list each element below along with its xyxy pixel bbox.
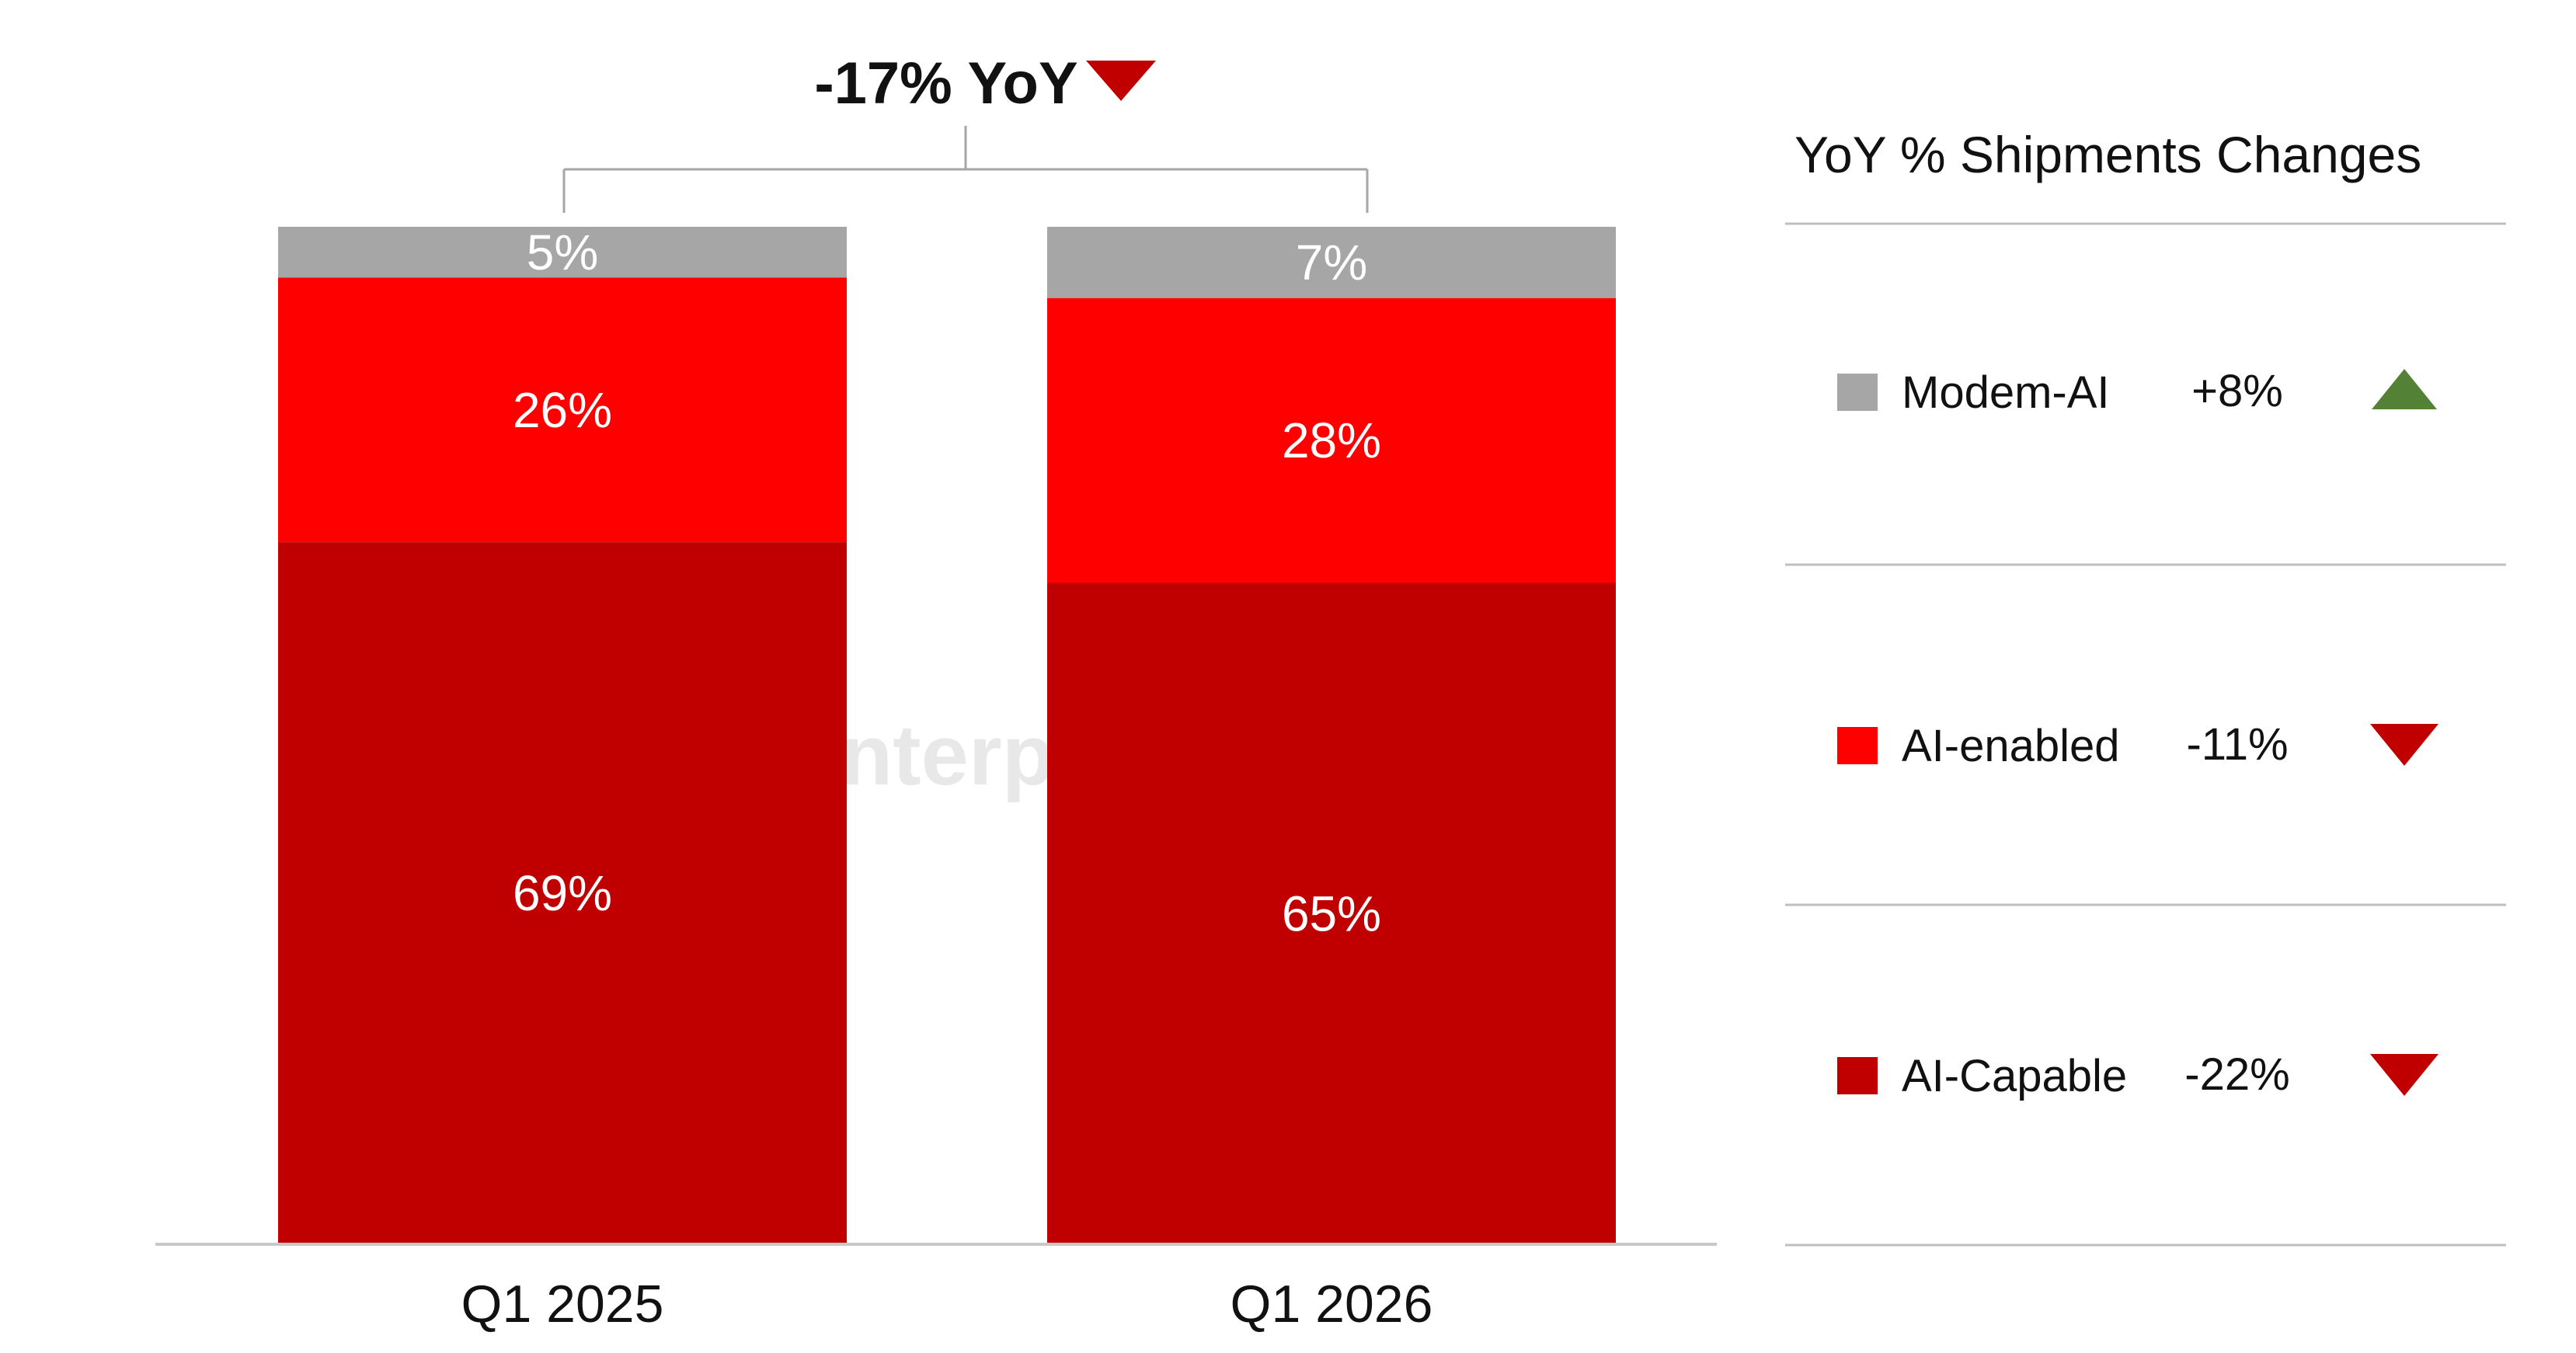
down-arrow-icon bbox=[1086, 61, 1156, 101]
legend-swatch-ai-capable bbox=[1837, 1057, 1878, 1094]
up-arrow-icon bbox=[2372, 369, 2437, 409]
data-label-ai-capable: 65% bbox=[1282, 885, 1381, 941]
bar-segment-ai-enabled bbox=[278, 277, 847, 543]
legend-swatch-ai-enabled bbox=[1837, 727, 1878, 764]
data-label-ai-enabled: 26% bbox=[513, 382, 612, 438]
legend-label-ai-enabled: AI-enabled bbox=[1902, 721, 2120, 771]
bars-layer: 69% 26% 5% 65% 28% 7% bbox=[278, 224, 1616, 1244]
bar-segment-ai-capable bbox=[1047, 583, 1616, 1244]
data-label-modem-ai: 7% bbox=[1296, 235, 1368, 290]
legend-change-ai-enabled: -11% bbox=[2186, 719, 2288, 770]
bar-segment-modem-ai bbox=[1047, 227, 1616, 298]
legend-change-modem-ai: +8% bbox=[2191, 366, 2283, 416]
bar-segment-ai-capable bbox=[278, 542, 847, 1244]
x-tick-label: Q1 2025 bbox=[461, 1275, 664, 1334]
data-label-ai-enabled: 28% bbox=[1282, 412, 1381, 468]
bar-segment-modem-ai bbox=[278, 227, 847, 278]
bar-segment-ai-enabled bbox=[1047, 297, 1616, 583]
yoy-bracket bbox=[562, 126, 1369, 213]
legend-swatch-modem-ai bbox=[1837, 374, 1878, 411]
x-tick-label: Q1 2026 bbox=[1231, 1275, 1433, 1334]
down-arrow-icon bbox=[2370, 724, 2438, 766]
panel-title: YoY % Shipments Changes bbox=[1794, 126, 2421, 183]
legend-label-modem-ai: Modem-AI bbox=[1902, 367, 2110, 418]
legend-change-ai-capable: -22% bbox=[2184, 1049, 2289, 1100]
panel-legend: Modem-AI +8% AI-enabled -11% AI-Capable -22% bbox=[1837, 366, 2438, 1101]
x-axis-labels: Q1 2025 Q1 2026 bbox=[461, 1275, 1433, 1334]
yoy-headline: -17% YoY bbox=[814, 50, 1077, 117]
data-label-modem-ai: 5% bbox=[527, 224, 599, 280]
down-arrow-icon bbox=[2370, 1054, 2438, 1096]
legend-label-ai-capable: AI-Capable bbox=[1902, 1051, 2127, 1101]
data-label-ai-capable: 69% bbox=[513, 865, 612, 921]
